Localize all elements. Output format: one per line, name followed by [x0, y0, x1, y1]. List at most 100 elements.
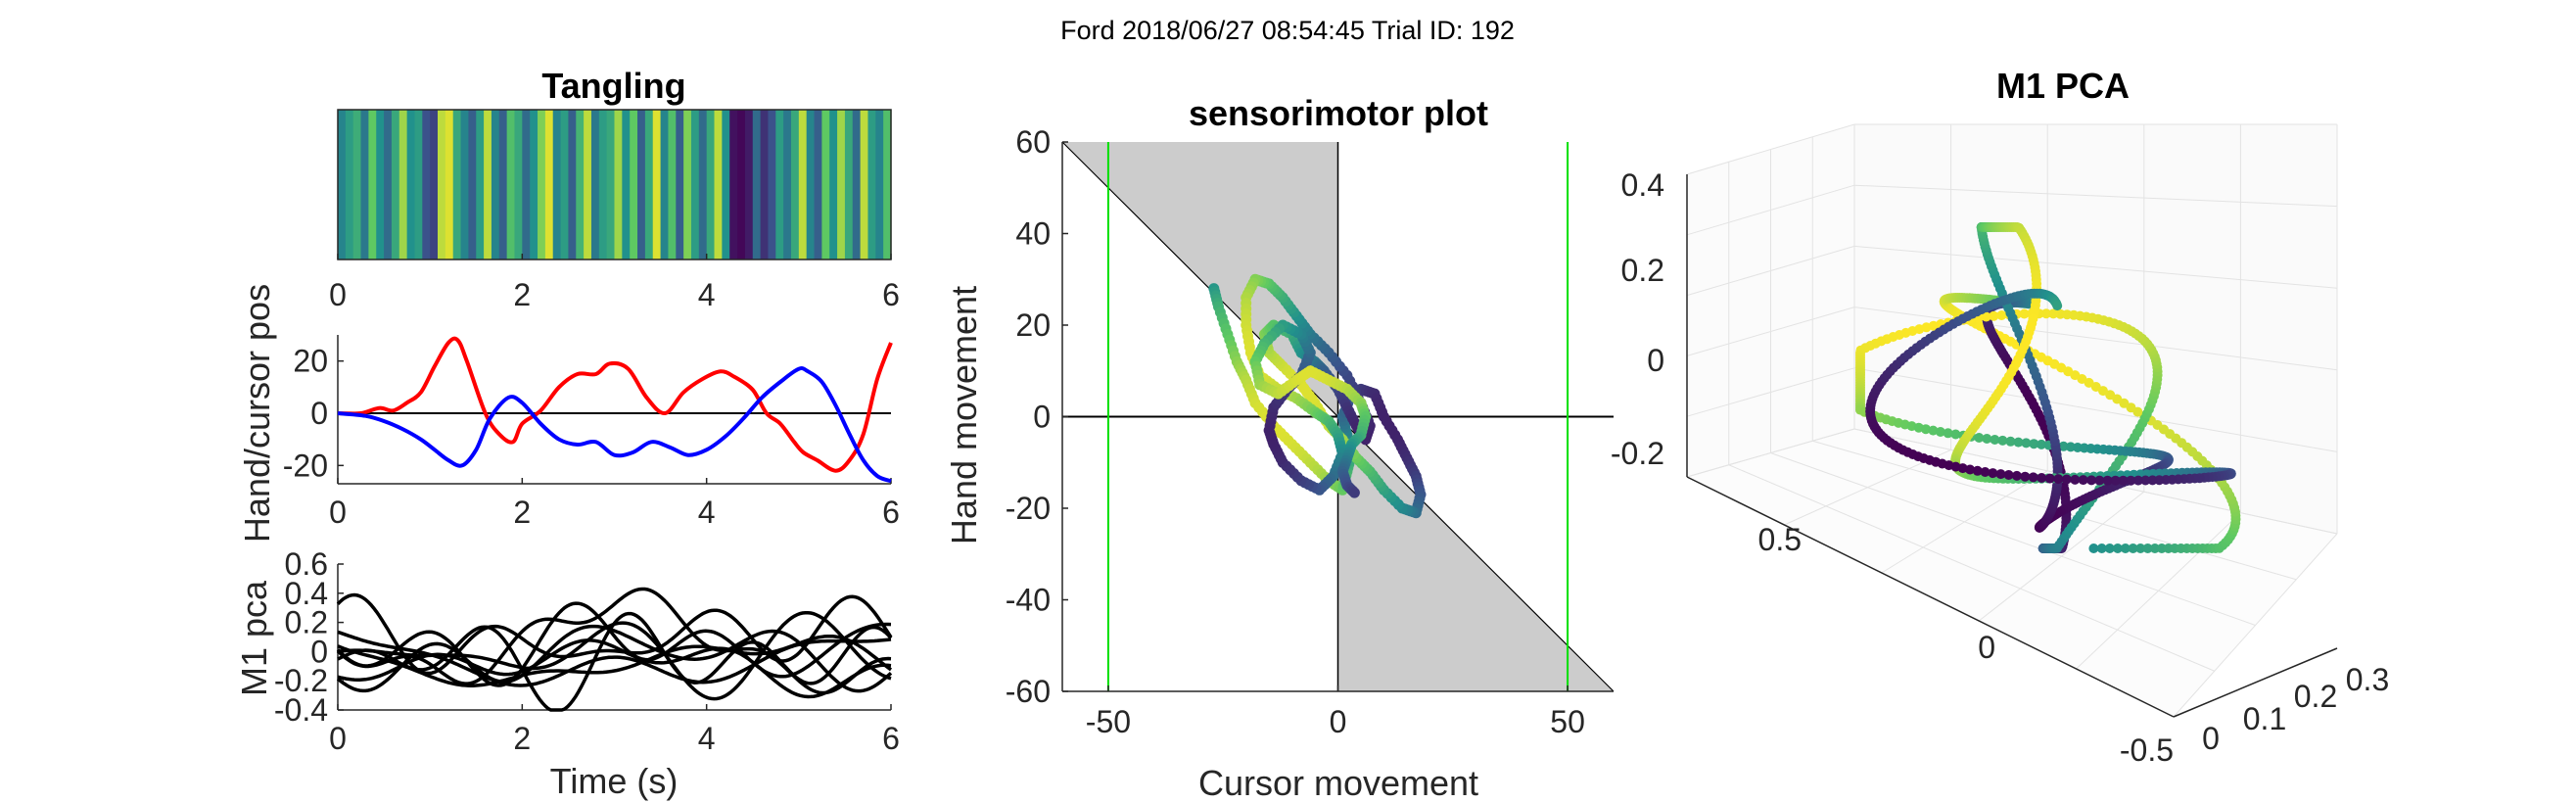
tangling-cell	[368, 110, 377, 260]
tangling-cell	[422, 110, 431, 260]
sensorimotor-y-tick-label: 20	[1015, 307, 1051, 343]
tangling-cell	[360, 110, 369, 260]
tangling-cell	[438, 110, 446, 260]
tangling-cell	[637, 110, 646, 260]
3d-x-tick-label: 0.2	[2294, 679, 2337, 714]
m1-pca-time-panel: 0 2 4 60.60.40.20-0.2-0.4 M1 pca Time (s)	[234, 546, 900, 801]
3d-trajectory-point	[1996, 310, 2007, 320]
3d-trajectory-point	[2118, 475, 2129, 486]
sensorimotor-xlabel: Cursor movement	[1198, 763, 1478, 803]
tangling-heatmap	[338, 110, 892, 260]
hand-cursor-ylabel: Hand/cursor pos	[237, 284, 277, 543]
tangling-cell	[614, 110, 623, 260]
tangling-cell	[576, 110, 585, 260]
tangling-cell	[790, 110, 800, 260]
3d-x-tick-label: 0.1	[2243, 701, 2286, 736]
tangling-cell	[668, 110, 677, 260]
sensorimotor-y-tick-label: 60	[1015, 124, 1051, 160]
sensorimotor-ylabel: Hand movement	[944, 286, 984, 544]
3d-y-tick-label: 0.5	[1758, 522, 1802, 557]
tangling-cell	[476, 110, 485, 260]
tangling-cell	[484, 110, 492, 260]
tangling-title: Tangling	[541, 66, 685, 106]
3d-trajectory-point	[1972, 465, 1983, 476]
3d-grid-line	[1728, 464, 2215, 672]
hand-cursor-y-tick-label: 20	[293, 344, 328, 379]
tangling-cell	[706, 110, 716, 260]
tangling-cell	[414, 110, 423, 260]
3d-trajectory-point	[2128, 543, 2138, 553]
tangling-cell	[883, 110, 892, 260]
3d-trajectory-point	[1982, 434, 1992, 444]
m1-pca-x-tick-label: 0	[329, 721, 347, 756]
m1-pca-component-line	[336, 592, 893, 676]
m1-pca-x-tick-label: 4	[698, 721, 716, 756]
figure-suptitle: Ford 2018/06/27 08:54:45 Trial ID: 192	[1060, 16, 1515, 45]
3d-trajectory-point	[2037, 439, 2046, 449]
3d-trajectory-point	[2011, 470, 2022, 481]
3d-trajectory-point	[2110, 475, 2121, 486]
tangling-cell	[584, 110, 592, 260]
tangling-axes-box	[337, 109, 892, 260]
3d-trajectory-point	[2005, 436, 2016, 447]
3d-floor	[1687, 429, 2337, 717]
m1-pca-y-tick-label: -0.4	[274, 692, 328, 728]
m1-pca-component-line	[337, 638, 892, 699]
sensorimotor-title: sensorimotor plot	[1189, 93, 1488, 133]
3d-trajectory-point	[2003, 470, 2014, 480]
3d-y-tick-label: 0	[1978, 630, 1995, 665]
m1-pca-component-line	[337, 634, 893, 687]
3d-trajectory-point	[2147, 475, 2158, 486]
tangling-cell	[514, 110, 523, 260]
sensorimotor-y-tick-label: 40	[1015, 216, 1051, 252]
sensorimotor-panel: sensorimotor plot -50 0 50 60 40 20 0 -20 -40 -60…	[944, 93, 1615, 803]
3d-trajectory-point	[2013, 437, 2024, 448]
3d-trajectory-point	[2126, 475, 2136, 486]
m1-pca-3d-panel: M1 PCA 0.40.20-0.20.50-0.5 00.10.2 0.3	[1611, 66, 2389, 768]
sensorimotor-y-tick-label: -60	[1006, 674, 1051, 709]
sensorimotor-y-tick-label: 0	[1033, 400, 1051, 435]
3d-trajectory-point	[1974, 433, 1985, 443]
tangling-cell	[875, 110, 884, 260]
3d-trajectory-point	[1950, 429, 1961, 440]
m1-pca-y-tick-label: 0.6	[285, 546, 328, 582]
3d-trajectory-point	[2102, 475, 2113, 486]
tangling-cell	[821, 110, 830, 260]
tangling-cell	[538, 110, 546, 260]
tangling-cell	[398, 110, 408, 260]
tangling-cell	[737, 110, 746, 260]
m1-pca-3d-plot: 0.40.20-0.20.50-0.5 00.10.2 0.3	[1611, 123, 2389, 768]
tangling-panel: Tangling 0 2 4 6	[329, 66, 900, 312]
tangling-cell	[391, 110, 400, 260]
m1-pca-3d-title: M1 PCA	[1996, 66, 2130, 106]
3d-trajectory-point	[1980, 467, 1991, 477]
tangling-cell	[644, 110, 654, 260]
3d-z-tick-label: 0	[1647, 343, 1664, 378]
sensorimotor-y-tick-label: -40	[1006, 583, 1051, 618]
3d-trajectory-point	[1981, 311, 1991, 322]
3d-trajectory-point	[2086, 475, 2097, 486]
3d-grid-line	[1853, 245, 2338, 289]
3d-trajectory-point	[2055, 308, 2066, 319]
3d-trajectory-point	[2094, 475, 2105, 486]
3d-trajectory-point	[2096, 543, 2107, 553]
3d-trajectory-point	[2070, 474, 2081, 485]
3d-trajectory-point	[2120, 543, 2131, 553]
3d-trajectory-point	[2149, 543, 2160, 553]
3d-trajectory-point	[2112, 543, 2123, 553]
tangling-cell	[768, 110, 776, 260]
3d-trajectory-point	[1989, 310, 1999, 321]
3d-trajectory-point	[1935, 427, 1945, 437]
tangling-cell	[468, 110, 477, 260]
3d-trajectory-point	[2061, 474, 2072, 485]
3d-trajectory-point	[2140, 475, 2151, 486]
tangling-cell	[445, 110, 454, 260]
3d-trajectory-point	[2029, 439, 2039, 449]
3d-z-tick-label: -0.2	[1611, 436, 1664, 471]
3d-trajectory-point	[2021, 438, 2032, 449]
3d-trajectory-point	[1995, 469, 2006, 480]
tangling-cell	[690, 110, 700, 260]
tangling-cell	[852, 110, 862, 260]
3d-trajectory-point	[1943, 428, 1953, 439]
